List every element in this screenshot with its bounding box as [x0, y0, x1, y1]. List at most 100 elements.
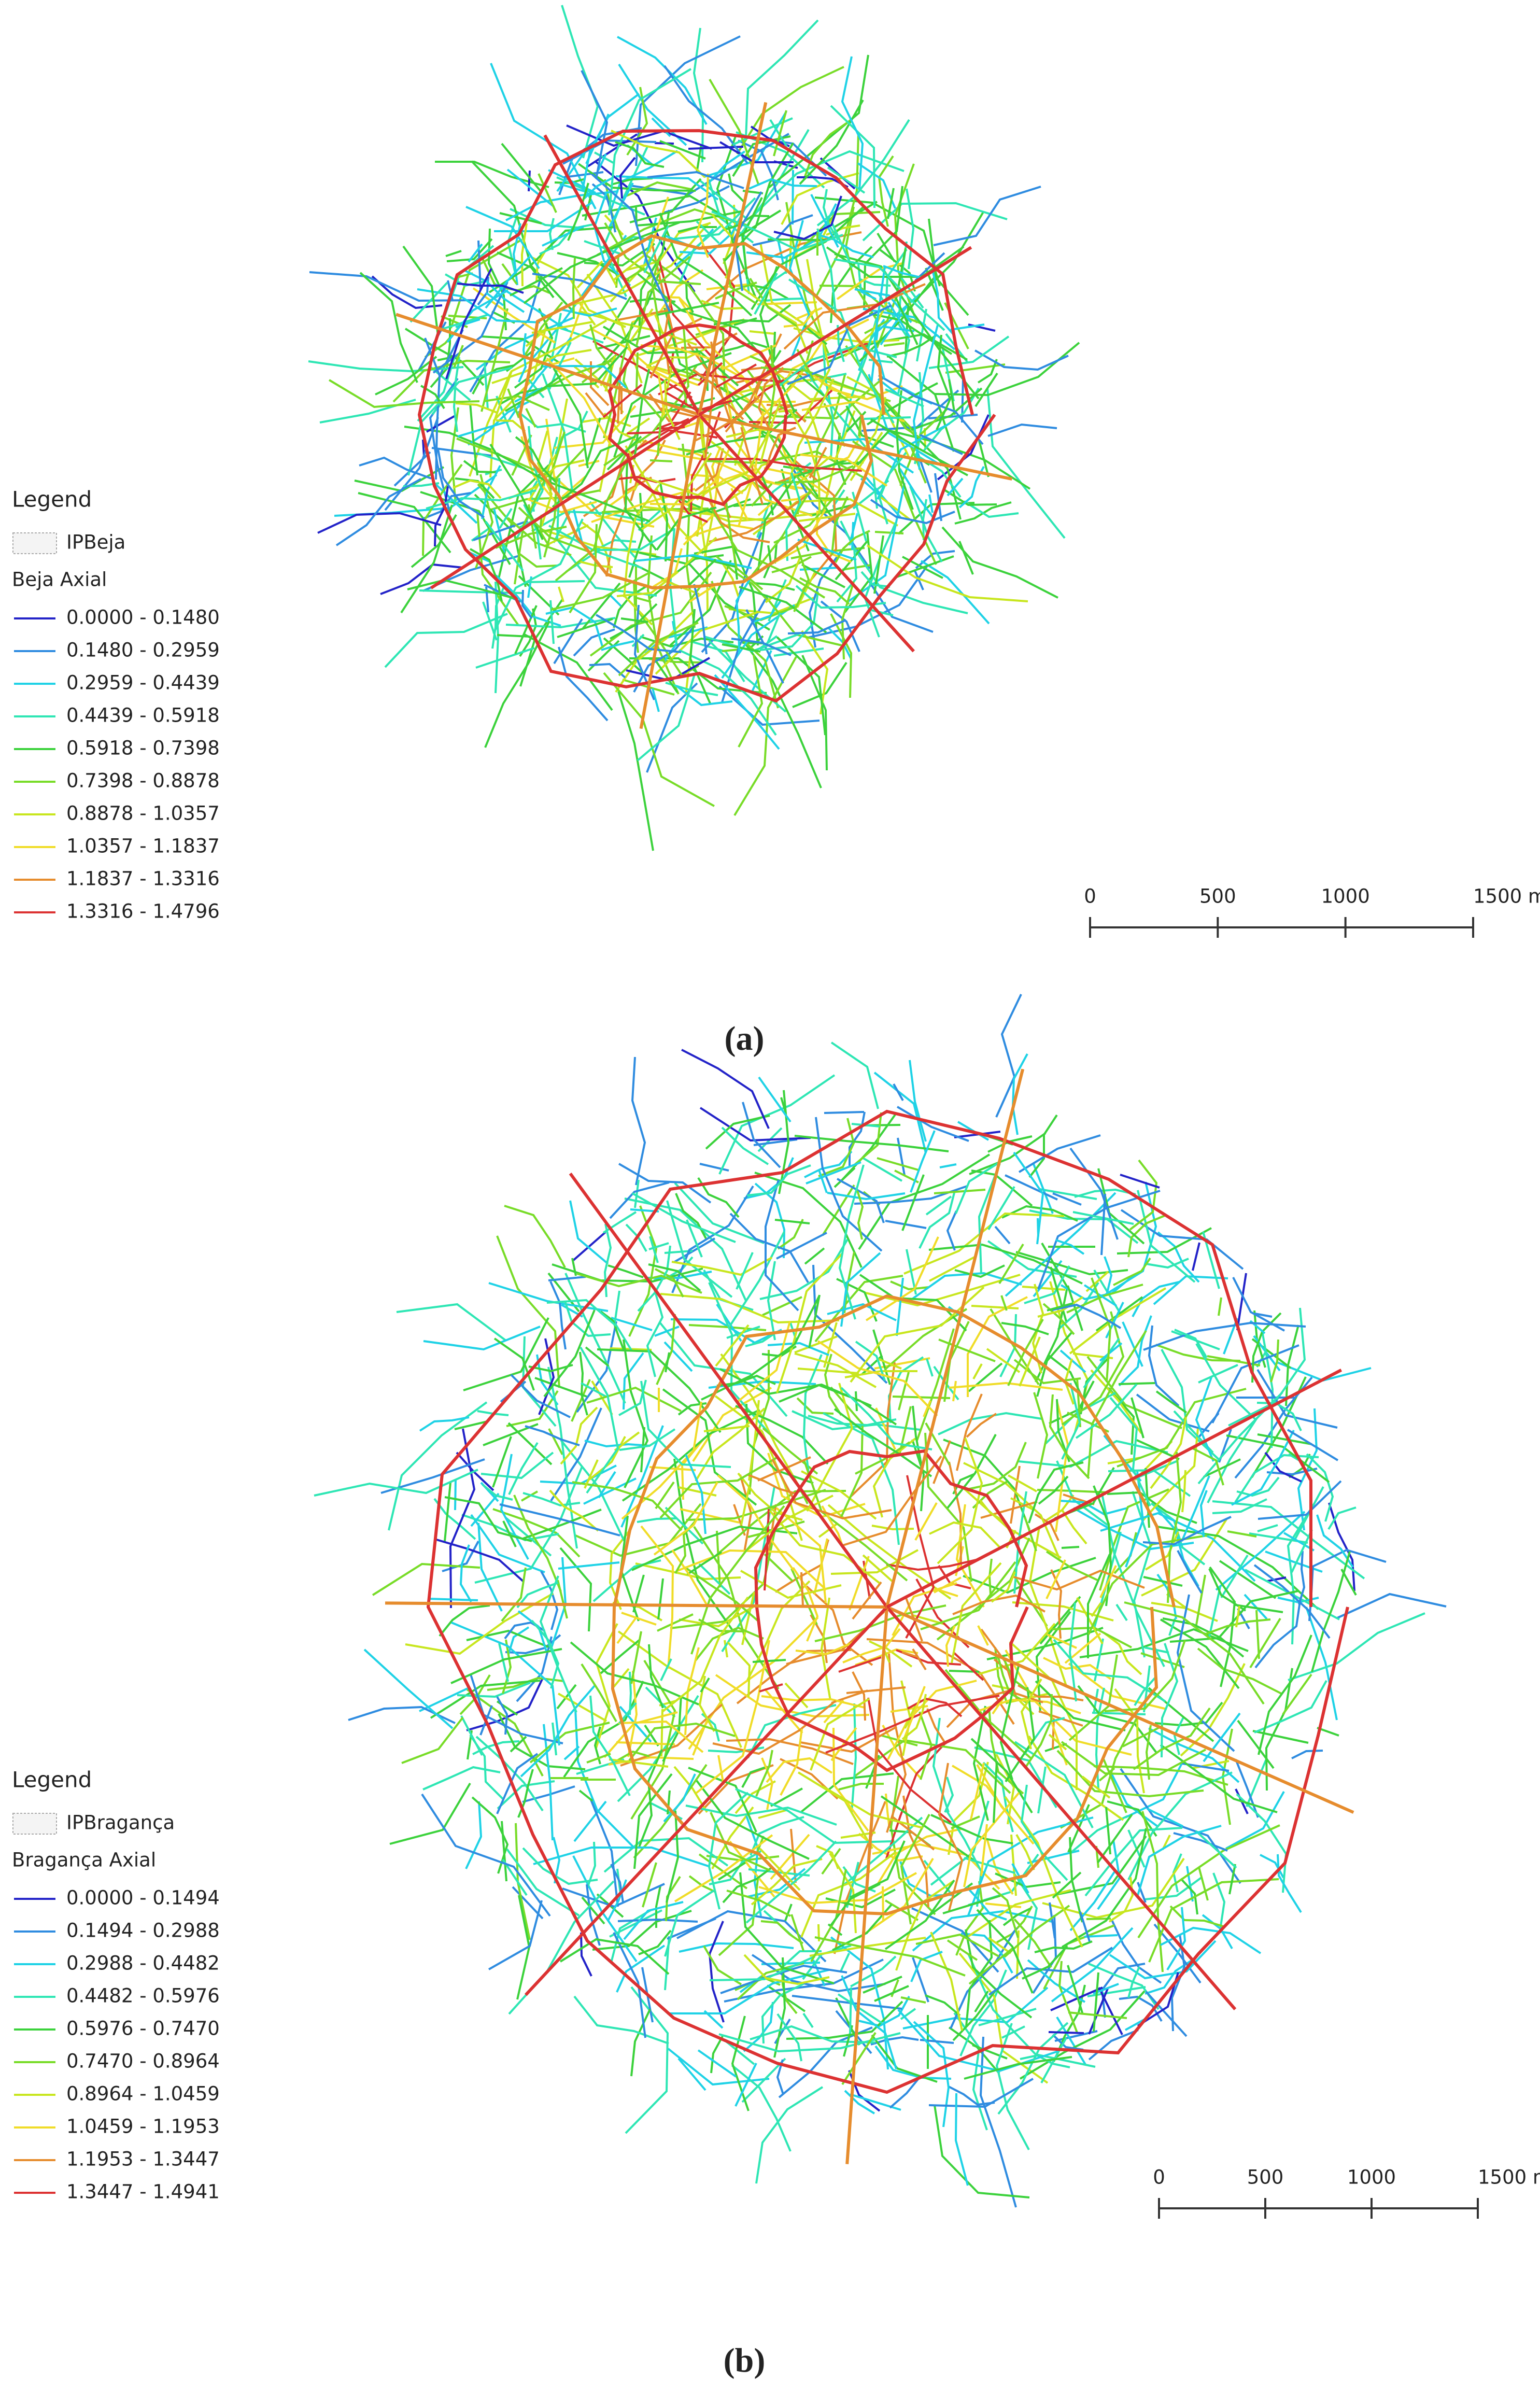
axial-line: [865, 1236, 939, 1321]
axial-line: [564, 1301, 611, 1337]
axial-line: [751, 1954, 886, 1993]
axial-line: [1237, 1608, 1250, 1629]
axial-line: [855, 1441, 911, 1475]
axial-line: [800, 1572, 804, 1606]
legend-subtitle: Bragança Axial: [12, 1849, 156, 1871]
axial-line: [688, 146, 744, 150]
axial-line: [496, 1696, 508, 1735]
axial-line: [970, 1738, 1033, 1814]
axial-line: [640, 1525, 674, 1669]
axial-line: [809, 1937, 926, 1957]
axial-line: [874, 531, 904, 534]
axial-line: [768, 54, 869, 189]
axial-line: [723, 258, 757, 304]
axial-line: [1075, 1383, 1138, 1439]
axial-line: [703, 1425, 750, 1432]
axial-line: [566, 124, 712, 150]
axial-line: [880, 1795, 974, 1861]
axial-line: [808, 1294, 821, 1349]
axial-line: [570, 1641, 699, 1706]
axial-line: [998, 1243, 1024, 1285]
axial-line: [898, 1372, 910, 1411]
axial-line: [1205, 1618, 1271, 1635]
axial-line: [1093, 1485, 1112, 1606]
axial-line: [968, 1947, 1014, 1985]
axial-line: [987, 423, 1057, 437]
axial-line: [806, 1585, 873, 1666]
axial-line: [746, 1164, 811, 1196]
axial-line: [1035, 1680, 1126, 1731]
axial-line: [1160, 1618, 1240, 1689]
axial-line: [1098, 1987, 1123, 2035]
axial-line: [801, 1470, 877, 1520]
axial-line: [1103, 1632, 1142, 1675]
axial-line: [513, 1495, 562, 1592]
axial-line: [465, 206, 540, 270]
axial-line: [699, 244, 736, 381]
axial-line: [1049, 1902, 1056, 1939]
axial-line: [951, 1562, 1002, 1664]
axial-line: [646, 1286, 664, 1377]
axial-line: [731, 638, 792, 656]
axial-line: [709, 1850, 762, 1885]
axial-line: [640, 1380, 731, 1468]
axial-line: [660, 1293, 840, 1324]
axial-line: [751, 205, 865, 311]
axial-line: [1050, 1986, 1103, 2011]
axial-line: [471, 1796, 509, 1874]
scale-label: 1500 m: [1478, 2166, 1540, 2189]
axial-line: [564, 1273, 626, 1404]
axial-line: [446, 238, 493, 262]
axial-line: [1225, 1791, 1285, 1850]
axial-line: [466, 1676, 544, 1731]
axial-line: [584, 192, 592, 221]
axial-line: [995, 2023, 1030, 2150]
axial-line: [695, 1626, 764, 1661]
axial-line: [1005, 1174, 1058, 1201]
axial-line: [985, 1902, 1022, 1908]
axial-line: [454, 1478, 457, 1511]
axial-line: [671, 391, 691, 422]
axial-line: [631, 1056, 646, 1186]
axial-line: [734, 2063, 757, 2107]
axial-line: [747, 1868, 806, 1898]
axial-line: [1011, 1053, 1028, 1135]
axial-line: [803, 325, 828, 345]
axial-line: [558, 1693, 607, 1722]
axial-line: [556, 1684, 577, 1710]
legend-label: 1.1837 - 1.3316: [66, 868, 220, 890]
axial-line: [886, 1558, 981, 1571]
axial-line: [577, 163, 696, 192]
axial-line: [620, 1425, 664, 1528]
axial-line: [1282, 1673, 1312, 1715]
axial-line: [584, 240, 621, 255]
axial-line: [987, 1937, 1012, 1954]
axial-line: [686, 1551, 723, 1575]
axial-line: [494, 201, 594, 232]
axial-line: [787, 619, 846, 635]
axial-line: [1192, 1242, 1200, 1271]
axial-line: [1215, 1511, 1306, 1591]
axial-line: [628, 492, 644, 578]
axial-line: [830, 1549, 919, 1575]
ring-road: [426, 1109, 1349, 2094]
axial-line: [1099, 1565, 1117, 1598]
axial-line: [830, 1727, 857, 1761]
axial-line: [648, 1263, 701, 1292]
axial-line: [499, 212, 542, 224]
axial-line: [838, 1783, 884, 1791]
axial-line: [663, 1773, 696, 1823]
axial-line: [841, 56, 864, 190]
axial-line: [690, 411, 721, 513]
axial-line: [836, 520, 858, 603]
axial-line: [1069, 1871, 1115, 1932]
axial-line: [800, 454, 888, 487]
axial-line: [1141, 1811, 1164, 1972]
axial-line: [591, 488, 696, 523]
axial-line: [617, 1750, 650, 1761]
axial-line: [523, 504, 542, 560]
axial-line: [779, 1384, 897, 1426]
axial-line: [907, 1697, 963, 1717]
axial-line: [895, 390, 914, 510]
ring-road: [607, 323, 789, 506]
